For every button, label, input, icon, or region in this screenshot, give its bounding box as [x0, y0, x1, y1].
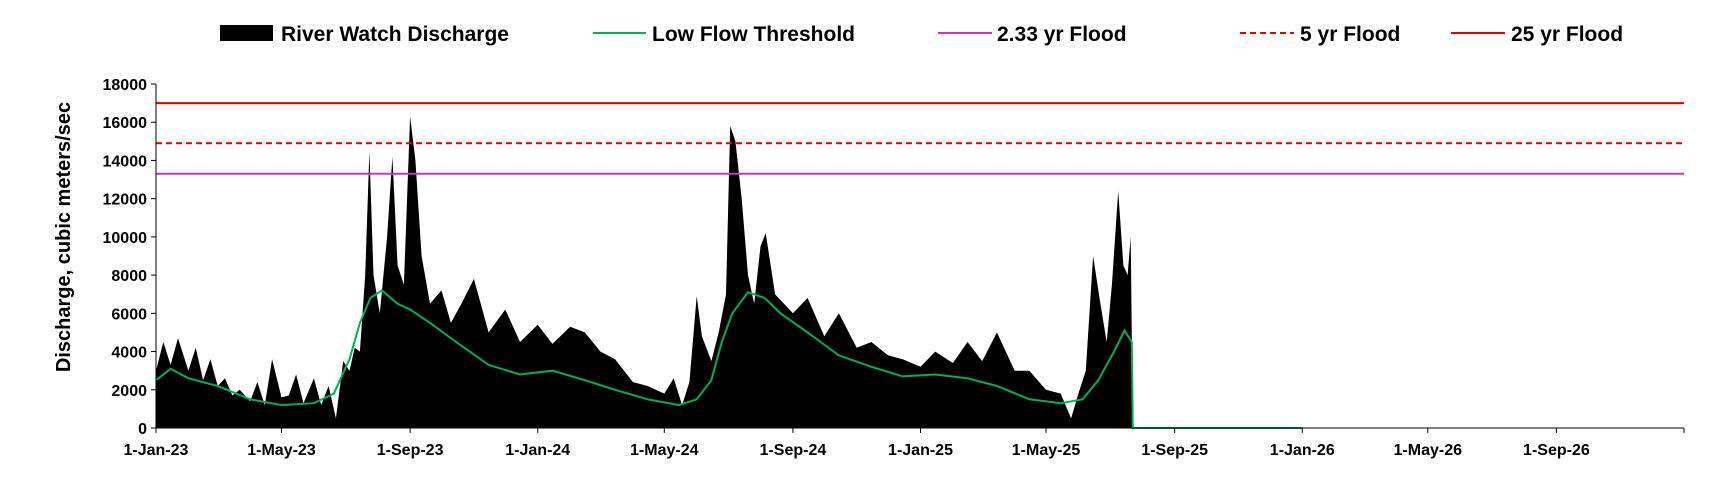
- x-tick-label: 1-May-23: [247, 442, 316, 459]
- x-tick-label: 1-May-26: [1394, 442, 1463, 459]
- legend-label-low-flow-threshold: Low Flow Threshold: [652, 23, 855, 46]
- legend-label-river-watch-discharge: River Watch Discharge: [281, 23, 509, 46]
- legend-label-2-33-yr-flood: 2.33 yr Flood: [997, 23, 1127, 46]
- y-axis-title: Discharge, cubic meters/sec: [53, 102, 75, 372]
- series-low-flow-threshold-line: [155, 289, 1303, 429]
- y-tick-label: 4000: [111, 345, 147, 362]
- legend-label-25-yr-flood: 25 yr Flood: [1511, 23, 1623, 46]
- x-tick-label: 1-Jan-26: [1270, 442, 1335, 459]
- x-tick-label: 1-Sep-25: [1141, 442, 1208, 459]
- y-tick-label: 18000: [103, 77, 148, 94]
- x-tick-label: 1-May-25: [1012, 442, 1081, 459]
- x-tick-label: 1-Jan-24: [505, 442, 570, 459]
- series-river-watch-discharge-area: [156, 116, 1133, 428]
- y-tick-label: 6000: [111, 306, 147, 323]
- x-tick-label: 1-Sep-24: [760, 442, 827, 459]
- x-tick-label: 1-Sep-26: [1523, 442, 1590, 459]
- y-tick-label: 10000: [103, 230, 148, 247]
- plot-axes: 0 2000 4000 6000 8000 10000 12000 14000 16000 180…: [103, 77, 1685, 459]
- y-tick-label: 14000: [103, 153, 148, 170]
- x-tick-label: 1-Jan-23: [124, 442, 189, 459]
- legend-swatch-river-watch-discharge: [220, 25, 273, 41]
- legend: River Watch Discharge Low Flow Threshold…: [220, 23, 1623, 46]
- x-tick-label: 1-Jan-25: [888, 442, 953, 459]
- y-tick-label: 0: [138, 421, 147, 438]
- y-tick-label: 8000: [111, 268, 147, 285]
- y-tick-label: 16000: [103, 115, 148, 132]
- x-tick-label: 1-May-24: [630, 442, 699, 459]
- y-tick-label: 2000: [111, 383, 147, 400]
- x-tick-label: 1-Sep-23: [377, 442, 444, 459]
- plot-series: [155, 102, 1684, 429]
- legend-label-5-yr-flood: 5 yr Flood: [1300, 23, 1400, 46]
- y-tick-label: 12000: [103, 192, 148, 209]
